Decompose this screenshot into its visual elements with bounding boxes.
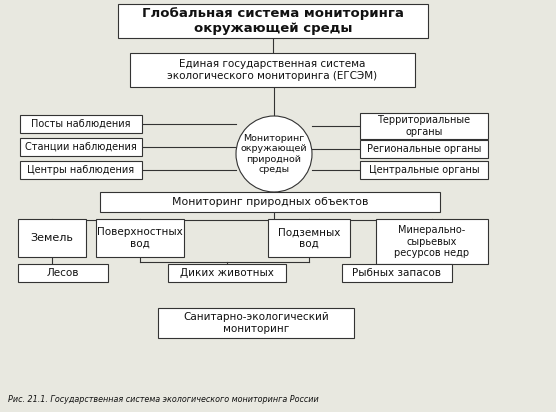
FancyBboxPatch shape <box>118 4 428 38</box>
Text: Посты наблюдения: Посты наблюдения <box>31 119 131 129</box>
Text: Минерально-
сырьевых
ресурсов недр: Минерально- сырьевых ресурсов недр <box>394 225 470 258</box>
FancyBboxPatch shape <box>100 192 440 212</box>
Text: Глобальная система мониторинга
окружающей среды: Глобальная система мониторинга окружающе… <box>142 7 404 35</box>
Text: Рыбных запасов: Рыбных запасов <box>353 268 441 278</box>
FancyBboxPatch shape <box>360 113 488 139</box>
FancyBboxPatch shape <box>96 219 184 257</box>
Text: Лесов: Лесов <box>47 268 80 278</box>
FancyBboxPatch shape <box>20 138 142 156</box>
FancyBboxPatch shape <box>342 264 452 282</box>
Text: Единая государственная система
экологического мониторинга (ЕГСЭМ): Единая государственная система экологиче… <box>167 59 378 81</box>
FancyBboxPatch shape <box>360 140 488 158</box>
FancyBboxPatch shape <box>18 219 86 257</box>
Text: Региональные органы: Региональные органы <box>367 144 481 154</box>
FancyBboxPatch shape <box>168 264 286 282</box>
Text: Территориальные
органы: Территориальные органы <box>378 115 470 137</box>
Text: Рис. 21.1. Государственная система экологического мониторинга России: Рис. 21.1. Государственная система эколо… <box>8 395 319 404</box>
Text: Земель: Земель <box>31 233 73 243</box>
Text: Мониторинг природных объектов: Мониторинг природных объектов <box>172 197 368 207</box>
FancyBboxPatch shape <box>20 115 142 133</box>
FancyBboxPatch shape <box>158 308 354 338</box>
Text: Мониторинг
окружающей
природной
среды: Мониторинг окружающей природной среды <box>241 134 307 174</box>
FancyBboxPatch shape <box>130 53 415 87</box>
Text: Центры наблюдения: Центры наблюдения <box>27 165 135 175</box>
Text: Поверхностных
вод: Поверхностных вод <box>97 227 183 249</box>
FancyBboxPatch shape <box>360 161 488 179</box>
Text: Центральные органы: Центральные органы <box>369 165 479 175</box>
Text: Санитарно-экологический
мониторинг: Санитарно-экологический мониторинг <box>183 312 329 334</box>
Circle shape <box>236 116 312 192</box>
FancyBboxPatch shape <box>268 219 350 257</box>
FancyBboxPatch shape <box>20 161 142 179</box>
Text: Диких животных: Диких животных <box>180 268 274 278</box>
FancyBboxPatch shape <box>18 264 108 282</box>
Text: Станции наблюдения: Станции наблюдения <box>25 142 137 152</box>
Text: Подземных
вод: Подземных вод <box>278 227 340 249</box>
FancyBboxPatch shape <box>376 219 488 264</box>
